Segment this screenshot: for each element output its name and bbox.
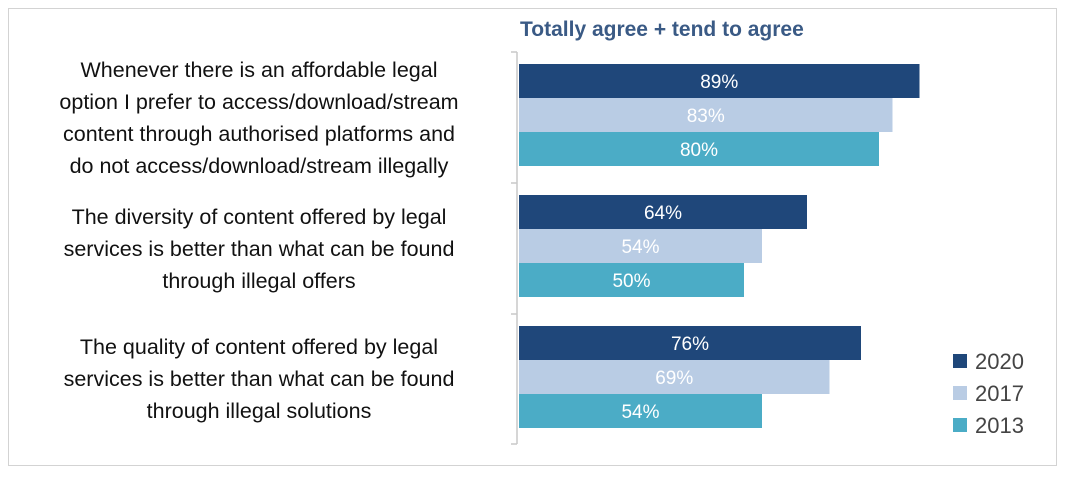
category-label-line: Whenever there is an affordable legal: [80, 58, 438, 82]
data-label-2020-cat2: 76%: [671, 334, 709, 355]
category-label-line: The diversity of content offered by lega…: [71, 205, 447, 229]
data-label-2013-cat1: 50%: [612, 271, 650, 292]
legend-label-2020: 2020: [975, 349, 1024, 374]
data-label-2020-cat0: 89%: [700, 72, 738, 93]
category-label-quality: The quality of content offered by legal …: [18, 331, 500, 427]
data-label-2017-cat2: 69%: [655, 368, 693, 389]
bar-2013-cat0: [519, 132, 879, 166]
data-label-2017-cat1: 54%: [621, 237, 659, 258]
category-label-line: through illegal solutions: [146, 399, 372, 423]
data-label-2020-cat1: 64%: [644, 203, 682, 224]
bar-2013-cat2: [519, 394, 762, 428]
data-label-2013-cat0: 80%: [680, 140, 718, 161]
category-label-affordable-legal-option: Whenever there is an affordable legal op…: [18, 54, 500, 182]
legend-label-2017: 2017: [975, 381, 1024, 406]
category-label-line: option I prefer to access/download/strea…: [59, 90, 459, 114]
bar-2020-cat2: [519, 326, 861, 360]
data-label-2017-cat0: 83%: [687, 106, 725, 127]
legend-label-2013: 2013: [975, 413, 1024, 438]
chart-frame: [8, 8, 1057, 466]
category-label-line: services is better than what can be foun…: [63, 237, 455, 261]
legend-swatch-2020: [953, 354, 967, 368]
chart-title: Totally agree + tend to agree: [520, 18, 804, 41]
bar-2017-cat0: [519, 98, 893, 132]
category-label-line: through illegal offers: [162, 269, 356, 293]
category-label-line: The quality of content offered by legal: [79, 335, 439, 359]
bar-2017-cat1: [519, 229, 762, 263]
bar-2017-cat2: [519, 360, 830, 394]
data-label-2013-cat2: 54%: [621, 402, 659, 423]
legend-swatch-2017: [953, 386, 967, 400]
bar-2020-cat1: [519, 195, 807, 229]
category-label-line: content through authorised platforms and: [62, 122, 456, 146]
bar-2020-cat0: [519, 64, 920, 98]
category-label-diversity: The diversity of content offered by lega…: [18, 201, 500, 297]
bar-2013-cat1: [519, 263, 744, 297]
category-label-line: services is better than what can be foun…: [63, 367, 455, 391]
category-label-line: do not access/download/stream illegally: [69, 154, 449, 178]
legend-swatch-2013: [953, 418, 967, 432]
